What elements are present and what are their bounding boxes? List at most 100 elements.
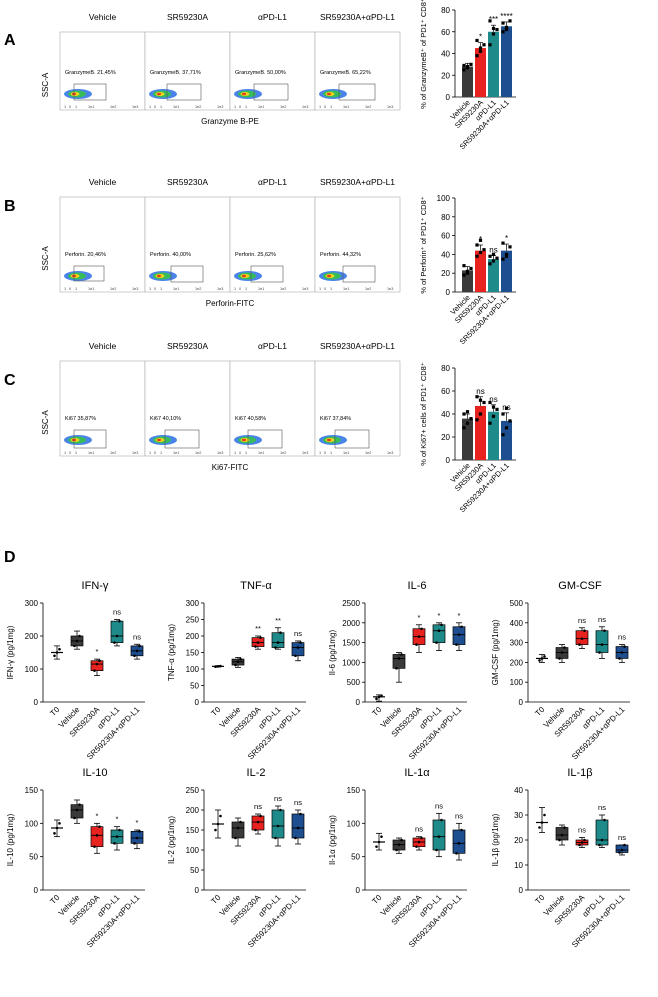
panel-letter-d: D	[4, 549, 16, 566]
data-point	[53, 654, 56, 658]
flow-plot-title: SR59230A	[167, 177, 208, 187]
flow-axis-tick: 1	[75, 451, 77, 455]
flow-axis-tick: 1	[330, 287, 332, 291]
flow-axis-tick: 1	[75, 105, 77, 109]
box	[90, 660, 104, 671]
flow-axis-tick: 1e3	[132, 105, 138, 109]
data-point	[501, 241, 505, 245]
y-tick-label: 2000	[342, 619, 360, 628]
data-point	[118, 828, 121, 832]
data-point	[239, 657, 242, 661]
significance-label: *	[136, 818, 139, 827]
data-point	[465, 66, 470, 70]
flow-axis-tick: 1	[319, 287, 321, 291]
data-point	[580, 637, 584, 640]
flow-axis-tick: 1	[160, 105, 162, 109]
data-point	[133, 842, 136, 845]
y-tick-label: 40	[441, 50, 450, 59]
data-point	[135, 649, 139, 653]
data-point	[600, 838, 604, 842]
data-point	[256, 641, 260, 644]
y-axis-label: % of Perforin⁺ of PD1⁺ CD8⁺	[419, 196, 428, 293]
y-tick-label: 100	[25, 665, 39, 674]
y-tick-label: 0	[34, 886, 39, 895]
y-tick-label: 80	[441, 213, 450, 222]
data-point	[495, 27, 499, 32]
y-tick-label: 150	[186, 649, 200, 658]
box	[70, 804, 84, 819]
gate-percentage: Ki67 35,87%	[65, 416, 96, 422]
significance-label: *	[96, 811, 99, 820]
significance-label: *	[479, 235, 482, 244]
density-blob-peak	[327, 438, 331, 442]
data-point	[558, 657, 561, 660]
y-tick-label: 20	[441, 269, 450, 278]
data-point	[236, 826, 240, 830]
flow-x-axis-label: Granzyme B-PE	[201, 117, 259, 126]
data-point	[234, 836, 237, 840]
data-point	[400, 838, 403, 842]
significance-label: ns	[113, 608, 121, 617]
data-point	[55, 826, 59, 830]
data-point	[279, 631, 282, 634]
gate-rectangle	[250, 265, 284, 283]
data-point	[465, 271, 470, 275]
data-point	[501, 433, 505, 437]
data-point	[538, 659, 541, 662]
flow-axis-tick: 1	[75, 287, 77, 291]
y-tick-label: 50	[351, 853, 360, 862]
box	[271, 632, 285, 648]
flow-axis-tick: 1	[64, 287, 66, 291]
flow-axis-tick: 1e1	[258, 451, 264, 455]
data-point	[623, 645, 626, 648]
flow-axis-tick: 0	[154, 105, 156, 109]
gate-percentage: Ki67 40,10%	[150, 416, 181, 422]
data-point	[469, 417, 473, 421]
data-point	[598, 843, 601, 847]
y-tick-label: 60	[441, 28, 450, 37]
data-point	[578, 643, 581, 646]
flow-axis-tick: 1	[245, 287, 247, 291]
flow-axis-tick: 0	[69, 451, 71, 455]
flow-plot-title: Vehicle	[89, 177, 117, 187]
data-point	[475, 54, 479, 58]
significance-label: ns	[294, 629, 302, 638]
flow-axis-tick: 1e3	[132, 287, 138, 291]
flow-axis-tick: 1	[149, 105, 151, 109]
data-point	[216, 822, 220, 826]
y-tick-label: 0	[446, 456, 451, 465]
flow-plot: Vehicle Perforin. 20,46% 1 0 1 1e1 1e2 1e3	[59, 177, 146, 293]
gate-percentage: Ki67 37,84%	[320, 416, 351, 422]
data-point	[98, 659, 101, 663]
data-point	[478, 238, 483, 242]
gate-percentage: Perforin. 44,32%	[320, 252, 361, 258]
data-point	[540, 821, 544, 824]
box-plot-title: IL-2	[247, 767, 266, 779]
x-category-label: T0	[533, 705, 546, 718]
flow-axis-tick: 1e1	[173, 451, 179, 455]
significance-label: ns	[598, 615, 606, 624]
y-tick-label: 100	[186, 846, 200, 855]
flow-plot-title: αPD-L1	[258, 341, 287, 351]
flow-axis-tick: 1e3	[132, 451, 138, 455]
data-point	[440, 623, 443, 627]
y-tick-label: 80	[441, 6, 450, 15]
data-point	[279, 808, 282, 812]
y-axis-label: TNF-α (pg/1mg)	[167, 624, 176, 681]
y-axis-label: % of GranzymeB⁺ of PD1⁺ CD8⁺	[419, 0, 428, 109]
significance-label: ns	[598, 803, 606, 812]
data-point	[482, 248, 486, 252]
data-point	[259, 636, 262, 639]
data-point	[620, 848, 624, 852]
data-point	[294, 654, 297, 658]
data-point	[495, 407, 499, 411]
density-blob-peak	[242, 274, 246, 278]
significance-label: **	[275, 616, 281, 625]
data-point	[491, 414, 496, 418]
flow-axis-tick: 0	[239, 105, 241, 109]
y-axis-label: IFN-γ (pg/1mg)	[6, 625, 15, 679]
gate-percentage: Perforin. 20,46%	[65, 252, 106, 258]
data-point	[397, 843, 401, 846]
significance-label: **	[255, 624, 261, 633]
